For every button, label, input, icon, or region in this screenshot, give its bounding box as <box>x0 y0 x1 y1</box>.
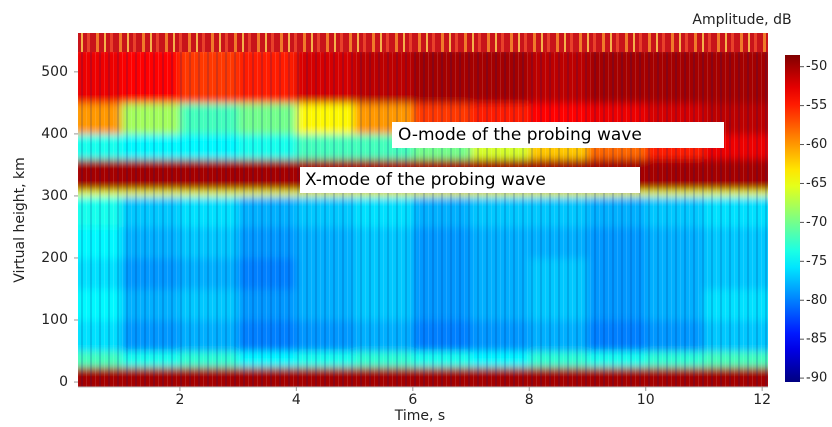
x-tick-label: 8 <box>525 392 534 408</box>
annotation-box <box>392 122 724 148</box>
y-tick-label: 400 <box>41 126 68 142</box>
y-tick-label: 0 <box>59 374 68 390</box>
annotation: X-mode of the probing wave <box>305 170 546 190</box>
colorbar-tick-label: -60 <box>806 137 827 152</box>
x-tick-label: 6 <box>408 392 417 408</box>
x-tick-label: 12 <box>753 392 771 408</box>
colorbar-label: Amplitude, dB <box>692 12 791 28</box>
y-tick-label: 500 <box>41 64 68 80</box>
x-axis-title: Time, s <box>394 408 445 424</box>
colorbar-tick-label: -55 <box>806 98 827 113</box>
colorbar-tick-label: -80 <box>806 293 827 308</box>
colorbar-tick-label: -75 <box>806 254 827 269</box>
colorbar-tick-label: -65 <box>806 176 827 191</box>
colorbar-tick-label: -85 <box>806 332 827 347</box>
x-tick-label: 4 <box>292 392 301 408</box>
y-tick-label: 300 <box>41 188 68 204</box>
y-axis-title: Virtual height, km <box>12 157 28 282</box>
y-tick-label: 100 <box>41 312 68 328</box>
annotation: O-mode of the probing wave <box>398 125 642 145</box>
annotation-box <box>300 167 640 193</box>
colorbar <box>785 55 800 382</box>
colorbar-tick-label: -50 <box>806 59 827 74</box>
colorbar-tick-label: -90 <box>806 371 827 386</box>
x-tick-label: 2 <box>175 392 184 408</box>
texture <box>78 52 768 387</box>
y-tick-label: 200 <box>41 250 68 266</box>
colorbar-tick-label: -70 <box>806 215 827 230</box>
top-strip <box>78 33 768 52</box>
heatmap <box>78 52 768 387</box>
x-tick-label: 10 <box>637 392 655 408</box>
